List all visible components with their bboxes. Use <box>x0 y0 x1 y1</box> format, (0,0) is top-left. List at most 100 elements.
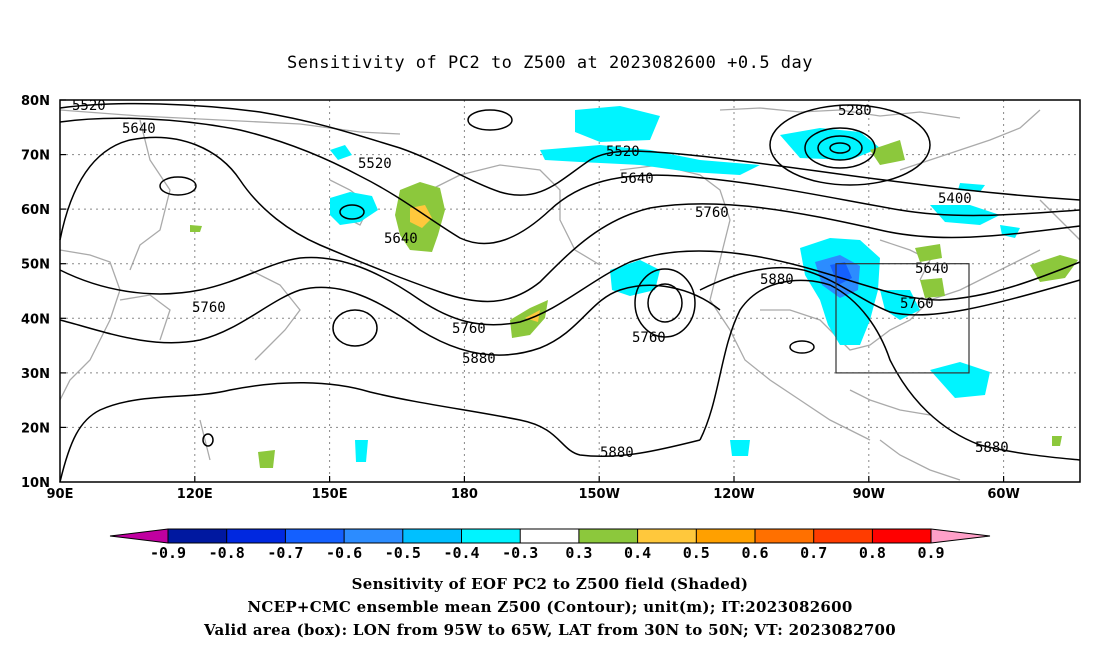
colorbar-cell <box>168 529 227 543</box>
captions: Sensitivity of EOF PC2 to Z500 field (Sh… <box>203 575 896 639</box>
colorbar-cell <box>813 529 873 543</box>
contour-low-center <box>829 142 851 154</box>
colorbar-arrow-right <box>931 529 990 543</box>
lat-label: 20N <box>21 421 50 436</box>
shade-patch <box>330 145 352 160</box>
colorbar-label: 0.9 <box>917 544 944 562</box>
colorbar-label: 0.6 <box>741 544 768 562</box>
coastline-alaska <box>429 164 601 266</box>
lon-label: 150E <box>312 487 348 502</box>
contour-label: 5280 <box>838 103 872 119</box>
shade-patch-positive <box>190 225 202 232</box>
valid-area-box <box>835 263 970 374</box>
contour-label: 5880 <box>760 272 794 288</box>
coastline-newfoundland <box>1039 199 1081 241</box>
shade-patch-positive <box>915 244 942 262</box>
coastline-china <box>59 249 121 401</box>
coastline-japan <box>249 269 301 361</box>
lat-label: 70N <box>21 149 50 164</box>
shade-patch-positive <box>870 140 905 165</box>
colorbar-cell <box>344 529 403 543</box>
contour-closed <box>789 340 815 354</box>
contour-line <box>59 382 701 483</box>
contour-label: 5880 <box>462 351 496 367</box>
longitude-labels: 90E 120E 150E 180 150W 120W 90W 60W <box>47 487 1020 502</box>
contour-line <box>59 284 721 356</box>
axis-ticks <box>60 99 1005 482</box>
lon-label: 150W <box>578 487 619 502</box>
shade-patch <box>540 145 760 175</box>
shade-patch-positive <box>258 450 275 468</box>
colorbar-cell <box>637 529 697 543</box>
shade-patch <box>610 260 660 296</box>
contour-low-center <box>804 127 876 169</box>
shade-patch <box>730 440 750 456</box>
coastline-arctic-islands <box>719 107 961 119</box>
lon-label: 90E <box>47 487 74 502</box>
colorbar-cell <box>578 529 638 543</box>
shade-patch <box>355 440 368 462</box>
lat-label: 50N <box>21 258 50 273</box>
shade-patch <box>575 106 660 142</box>
colorbar-label: 0.8 <box>859 544 886 562</box>
colorbar-cell <box>696 529 755 543</box>
shade-patch <box>930 362 990 398</box>
graticule <box>60 100 1080 482</box>
contour-label: 5520 <box>72 98 106 114</box>
contour-closed <box>467 109 513 131</box>
latitude-labels: 80N 70N 60N 50N 40N 30N 20N 10N <box>21 94 50 491</box>
contour-label: 5760 <box>900 296 934 312</box>
contour-line <box>59 250 1081 326</box>
contour-label: 5760 <box>632 330 666 346</box>
contour-label: 5880 <box>600 445 634 461</box>
colorbar-label: -0.5 <box>385 544 421 562</box>
coastline-central-america <box>879 439 961 481</box>
colorbar-label: -0.6 <box>326 544 362 562</box>
contour-label: 5400 <box>938 191 972 207</box>
colorbar-label: -0.7 <box>267 544 303 562</box>
shade-patch-positive-strong <box>410 205 432 228</box>
colorbar-label: -0.9 <box>150 544 186 562</box>
contour-line <box>59 102 1081 201</box>
colorbar-label: 0.4 <box>624 544 651 562</box>
colorbar-label: 0.7 <box>800 544 827 562</box>
colorbar-cell <box>755 529 814 543</box>
contour-label: 5640 <box>915 261 949 277</box>
coastline-greenland <box>899 109 1041 171</box>
colorbar-cell <box>520 529 579 543</box>
colorbar-labels: -0.9 -0.8 -0.7 -0.6 -0.5 -0.4 -0.3 0.3 0… <box>150 544 945 562</box>
contour-low-center <box>817 135 863 161</box>
colorbar-cell <box>872 529 931 543</box>
contour-labels: 5520 5640 5520 5640 5760 5520 5640 5760 … <box>72 98 1009 461</box>
contour-label: 5760 <box>192 300 226 316</box>
lon-label: 60W <box>987 487 1019 502</box>
contour-line <box>59 136 1081 303</box>
contour-label: 5640 <box>384 231 418 247</box>
contour-line <box>699 279 1081 461</box>
colorbar-label: 0.5 <box>683 544 710 562</box>
z500-contours <box>59 102 1081 483</box>
lon-label: 120E <box>177 487 213 502</box>
lon-label: 120W <box>713 487 754 502</box>
contour-line <box>59 117 1081 245</box>
contour-label: 5520 <box>606 144 640 160</box>
colorbar-label: -0.3 <box>502 544 538 562</box>
shade-patch-positive <box>920 278 945 298</box>
colorbar-cell <box>461 529 521 543</box>
colorbar-cell <box>402 529 462 543</box>
colorbar-label: -0.4 <box>443 544 479 562</box>
shade-patch-positive <box>1052 436 1062 446</box>
colorbar-label: 0.3 <box>565 544 592 562</box>
contour-label: 5760 <box>452 321 486 337</box>
contour-label: 5880 <box>975 440 1009 456</box>
lon-label: 90W <box>853 487 885 502</box>
coastline-north-america-east <box>760 249 1041 351</box>
contour-closed <box>332 309 378 347</box>
contour-label: 5640 <box>620 171 654 187</box>
coastline-north-america-west <box>619 164 871 441</box>
shade-patch-positive <box>1030 255 1078 282</box>
caption-line-3: Valid area (box): LON from 95W to 65W, L… <box>203 621 896 639</box>
caption-line-2: NCEP+CMC ensemble mean Z500 (Contour); u… <box>247 598 852 616</box>
lat-label: 30N <box>21 367 50 382</box>
figure-title: Sensitivity of PC2 to Z500 at 2023082600… <box>287 53 813 73</box>
